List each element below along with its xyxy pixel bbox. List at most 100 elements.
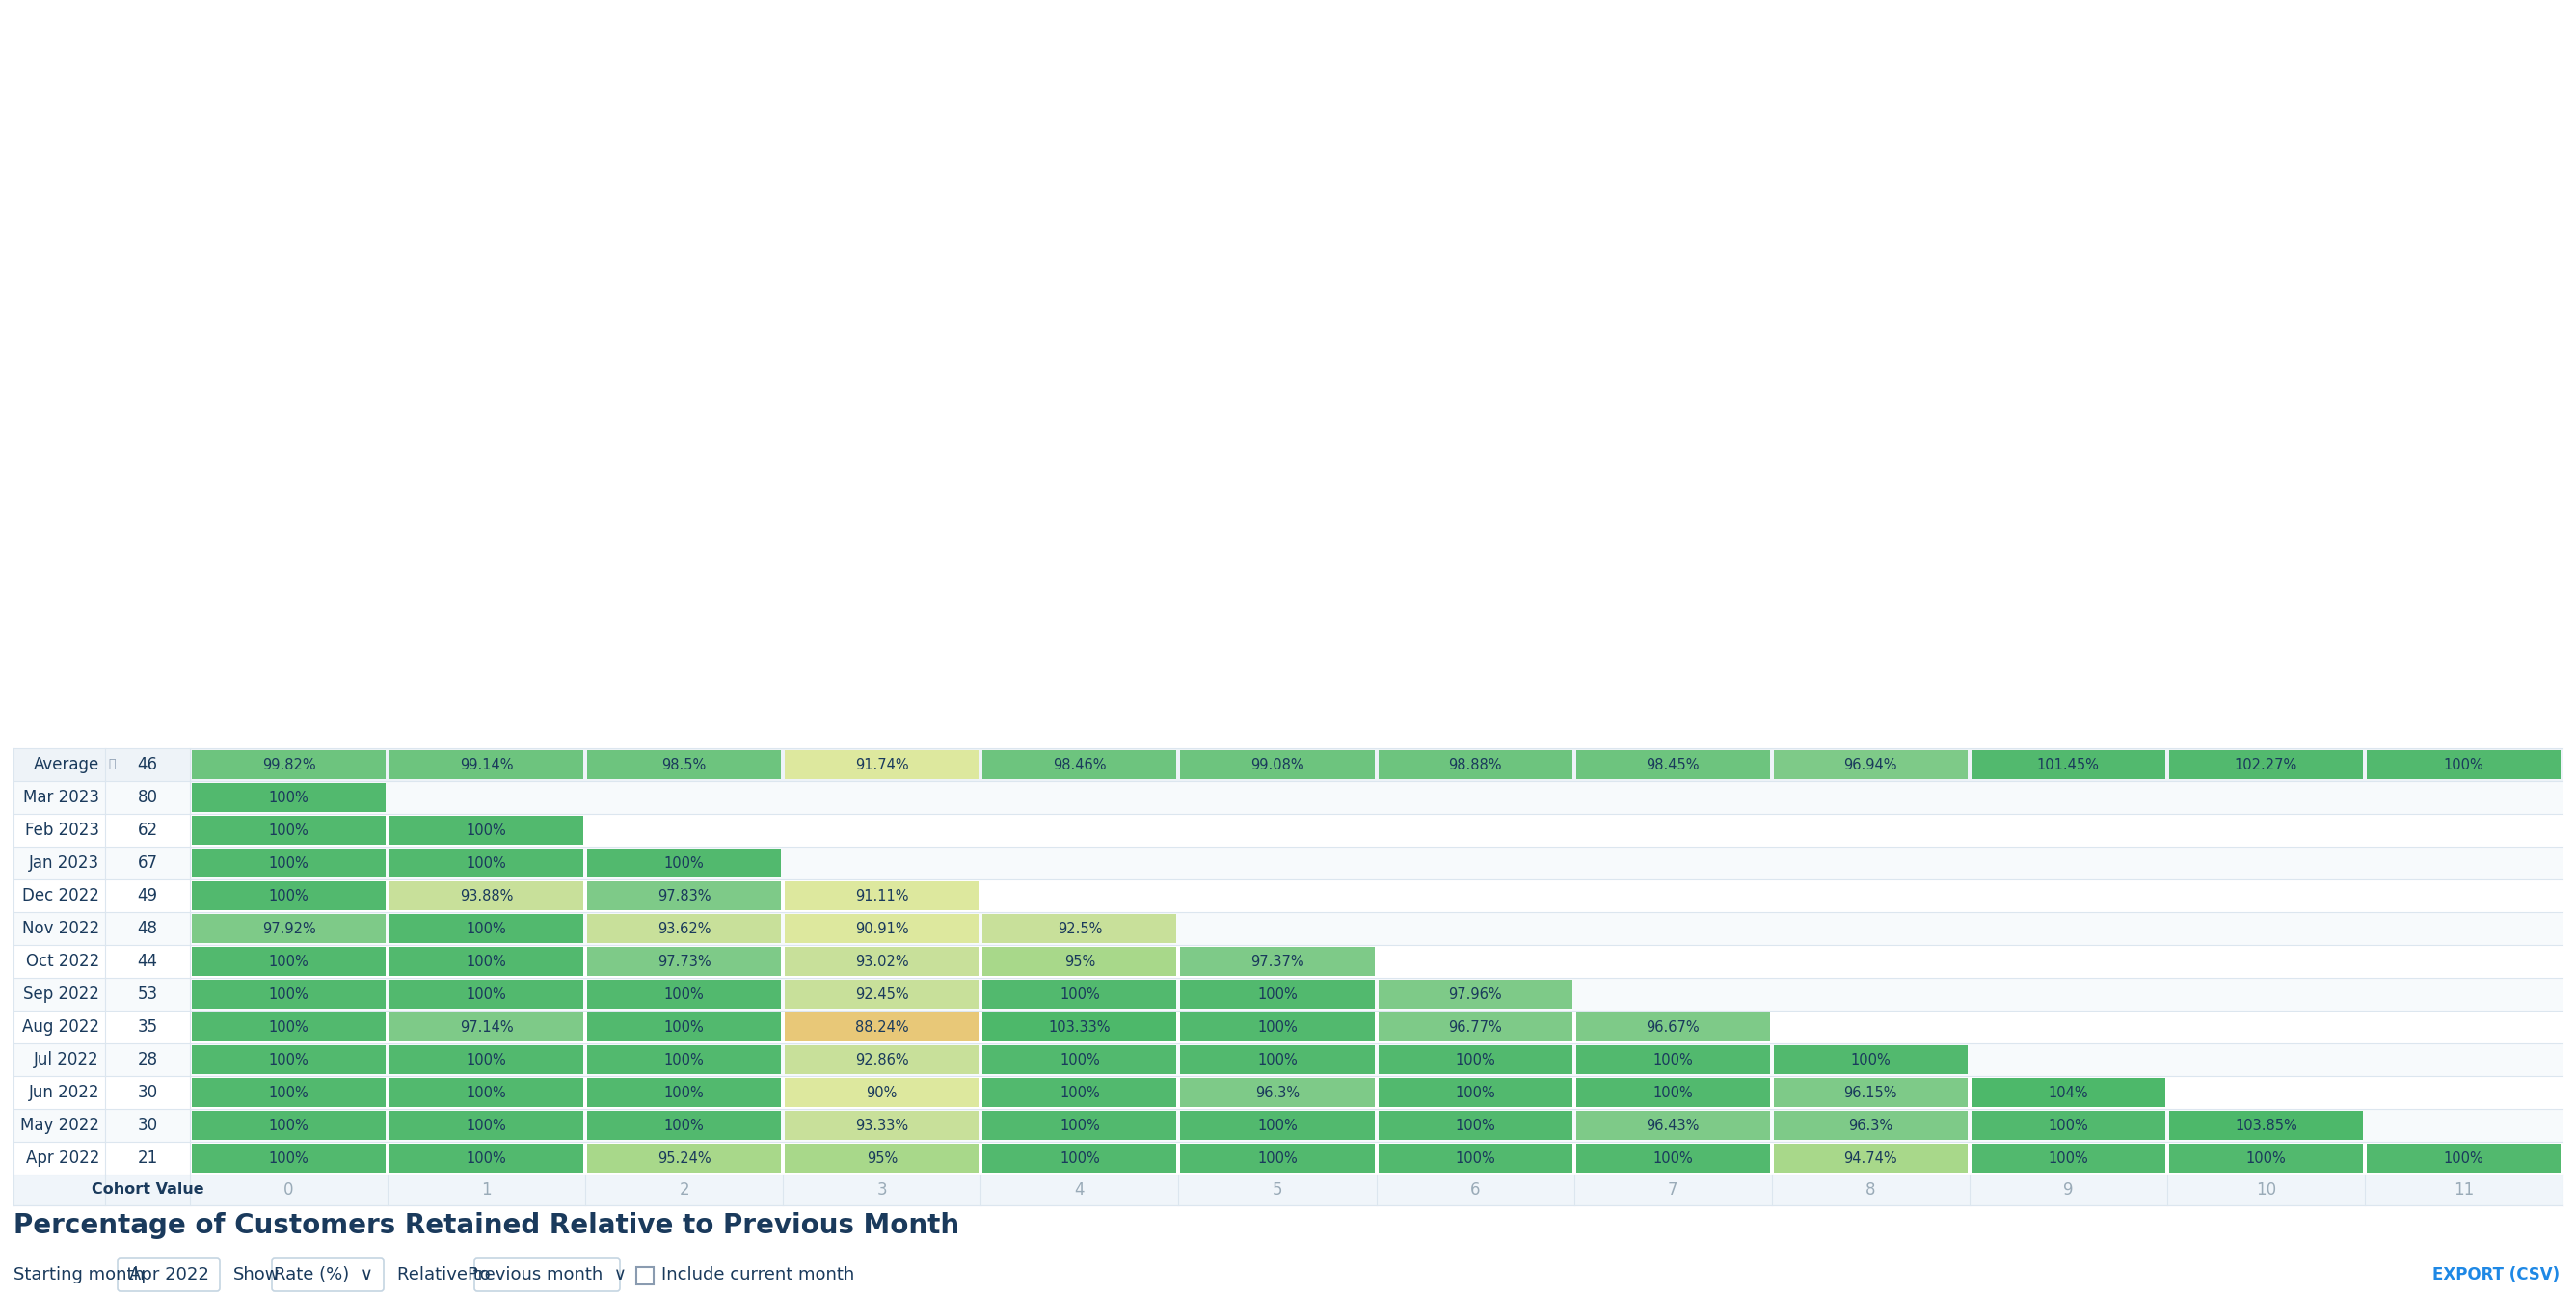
Text: 94.74%: 94.74%: [1844, 1151, 1899, 1165]
Bar: [587, 1143, 781, 1173]
Bar: [786, 1143, 979, 1173]
Bar: [191, 750, 386, 779]
Text: 100%: 100%: [268, 889, 309, 903]
Text: Sep 2022: Sep 2022: [23, 985, 100, 1003]
Bar: [587, 1078, 781, 1107]
Text: 62: 62: [137, 822, 157, 839]
Text: 67: 67: [137, 854, 157, 872]
Text: 100%: 100%: [268, 1085, 309, 1100]
Text: Cohort Value: Cohort Value: [90, 1183, 204, 1198]
Text: 90.91%: 90.91%: [855, 921, 909, 936]
Text: 100%: 100%: [466, 1085, 507, 1100]
Text: 99.82%: 99.82%: [263, 757, 317, 772]
Text: 100%: 100%: [268, 1052, 309, 1067]
Text: 11: 11: [2452, 1181, 2473, 1199]
Bar: [1772, 1078, 1968, 1107]
Text: 95.24%: 95.24%: [657, 1151, 711, 1165]
Text: 100%: 100%: [466, 954, 507, 968]
Text: 46: 46: [137, 756, 157, 774]
Bar: [389, 1143, 582, 1173]
Text: 97.92%: 97.92%: [263, 921, 317, 936]
Text: 1: 1: [482, 1181, 492, 1199]
Text: Feb 2023: Feb 2023: [26, 822, 100, 839]
Text: 92.45%: 92.45%: [855, 988, 909, 1002]
Bar: [191, 1078, 386, 1107]
Text: 96.67%: 96.67%: [1646, 1020, 1700, 1034]
Text: 100%: 100%: [1455, 1052, 1494, 1067]
Bar: [981, 1143, 1177, 1173]
Bar: [1378, 1046, 1571, 1074]
Bar: [1378, 1012, 1571, 1042]
Text: Jun 2022: Jun 2022: [28, 1083, 100, 1102]
Bar: [1971, 1143, 2166, 1173]
Text: 100%: 100%: [268, 1020, 309, 1034]
Bar: [389, 815, 582, 845]
Text: Oct 2022: Oct 2022: [26, 953, 100, 971]
Bar: [13, 846, 2563, 880]
FancyBboxPatch shape: [273, 1258, 384, 1291]
Bar: [587, 1012, 781, 1042]
Bar: [1378, 1143, 1571, 1173]
Text: 44: 44: [137, 953, 157, 971]
Bar: [191, 1012, 386, 1042]
Text: 48: 48: [137, 920, 157, 937]
Bar: [1971, 1078, 2166, 1107]
Text: EXPORT (CSV): EXPORT (CSV): [2432, 1266, 2561, 1283]
Bar: [13, 1076, 2563, 1109]
Bar: [2169, 750, 2362, 779]
Bar: [191, 1143, 386, 1173]
Text: 5: 5: [1273, 1181, 1283, 1199]
Text: 100%: 100%: [466, 1151, 507, 1165]
Bar: [389, 1111, 582, 1139]
Text: Starting month: Starting month: [13, 1266, 144, 1283]
Text: 2: 2: [680, 1181, 690, 1199]
Text: 90%: 90%: [866, 1085, 896, 1100]
Bar: [191, 783, 386, 811]
Text: 100%: 100%: [1059, 1052, 1100, 1067]
Bar: [1971, 1111, 2166, 1139]
Text: 93.88%: 93.88%: [459, 889, 513, 903]
Bar: [1772, 1111, 1968, 1139]
Bar: [389, 980, 582, 1008]
Bar: [191, 914, 386, 943]
Bar: [389, 1046, 582, 1074]
Text: 100%: 100%: [1059, 1151, 1100, 1165]
Bar: [13, 977, 2563, 1011]
Bar: [13, 945, 2563, 977]
Text: Jan 2023: Jan 2023: [28, 854, 100, 872]
Bar: [1180, 1012, 1373, 1042]
Bar: [191, 849, 386, 877]
Bar: [636, 1267, 654, 1284]
Text: 99.08%: 99.08%: [1249, 757, 1303, 772]
Text: 100%: 100%: [1455, 1151, 1494, 1165]
Bar: [1577, 1143, 1770, 1173]
Text: 100%: 100%: [665, 1085, 703, 1100]
Bar: [389, 1012, 582, 1042]
Text: 53: 53: [137, 985, 157, 1003]
Text: 49: 49: [137, 888, 157, 905]
Text: 100%: 100%: [466, 1052, 507, 1067]
Text: 95%: 95%: [1064, 954, 1095, 968]
Text: 97.14%: 97.14%: [459, 1020, 513, 1034]
Text: 100%: 100%: [466, 1118, 507, 1133]
Bar: [587, 849, 781, 877]
Text: 91.74%: 91.74%: [855, 757, 909, 772]
Bar: [786, 881, 979, 910]
Bar: [1378, 1111, 1571, 1139]
Text: 0: 0: [283, 1181, 294, 1199]
FancyBboxPatch shape: [474, 1258, 621, 1291]
Text: 100%: 100%: [268, 791, 309, 805]
Text: 96.3%: 96.3%: [1847, 1118, 1893, 1133]
Text: 100%: 100%: [1257, 1020, 1298, 1034]
Bar: [587, 914, 781, 943]
Bar: [389, 881, 582, 910]
Bar: [981, 750, 1177, 779]
Text: 9: 9: [2063, 1181, 2074, 1199]
Bar: [786, 914, 979, 943]
Bar: [981, 980, 1177, 1008]
Text: 96.77%: 96.77%: [1448, 1020, 1502, 1034]
Bar: [13, 814, 2563, 846]
Bar: [587, 1111, 781, 1139]
Bar: [587, 881, 781, 910]
Text: 98.5%: 98.5%: [662, 757, 706, 772]
